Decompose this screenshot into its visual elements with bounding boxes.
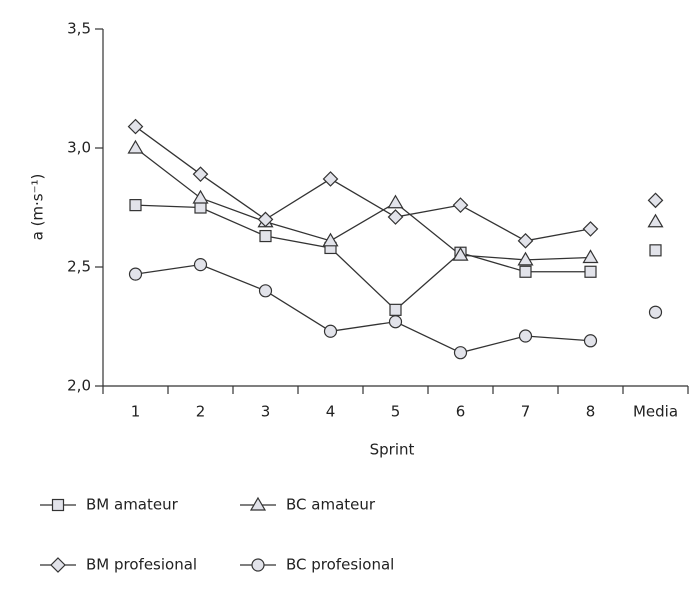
x-tick-label: Media	[633, 403, 678, 421]
marker	[648, 305, 663, 319]
y-tick-label: 3,5	[67, 20, 91, 38]
marker	[251, 558, 265, 572]
y-tick-label: 2,5	[67, 258, 91, 276]
marker	[127, 139, 144, 154]
marker	[194, 201, 207, 214]
marker	[249, 496, 267, 511]
marker	[583, 334, 598, 348]
legend-label: BM profesional	[86, 556, 197, 574]
marker	[51, 498, 65, 512]
marker	[517, 251, 534, 266]
x-tick-label: 3	[261, 403, 271, 421]
legend-label: BM amateur	[86, 496, 179, 514]
marker	[258, 284, 273, 298]
marker	[517, 232, 534, 249]
x-tick-label: 8	[586, 403, 596, 421]
marker	[452, 246, 469, 261]
marker	[582, 221, 599, 237]
marker	[192, 166, 209, 183]
marker	[582, 249, 599, 264]
marker	[647, 192, 664, 209]
series-line	[135, 126, 591, 242]
marker	[519, 265, 532, 278]
marker	[128, 267, 143, 281]
marker	[453, 346, 468, 360]
marker	[193, 258, 208, 272]
y-tick-label: 2,0	[67, 377, 91, 395]
marker	[50, 557, 66, 573]
x-tick-label: 5	[391, 403, 401, 421]
marker	[322, 232, 339, 247]
marker	[322, 171, 339, 187]
legend-label: BC amateur	[286, 496, 376, 514]
marker	[584, 265, 597, 278]
x-tick-label: 7	[521, 403, 531, 421]
marker	[389, 303, 402, 316]
x-tick-label: 2	[196, 403, 206, 421]
x-tick-label: 1	[131, 403, 141, 421]
x-tick-label: 4	[326, 403, 336, 421]
legend-label: BC profesional	[286, 556, 394, 574]
marker	[387, 209, 404, 225]
series-line	[135, 147, 591, 261]
marker	[129, 199, 142, 212]
y-axis-label: a (m·s⁻¹)	[29, 174, 47, 241]
x-tick-label: 6	[456, 403, 466, 421]
marker	[452, 197, 469, 213]
marker	[323, 324, 338, 338]
marker	[259, 229, 272, 243]
marker	[127, 118, 144, 135]
marker	[257, 211, 274, 228]
x-axis-label: Sprint	[370, 441, 415, 459]
marker	[518, 329, 533, 343]
series-line	[135, 204, 591, 311]
marker	[192, 189, 209, 204]
series-line	[135, 263, 591, 354]
marker	[388, 315, 403, 329]
y-tick-label: 3,0	[67, 139, 91, 157]
marker	[387, 194, 404, 209]
marker	[647, 213, 664, 228]
marker	[649, 244, 662, 257]
